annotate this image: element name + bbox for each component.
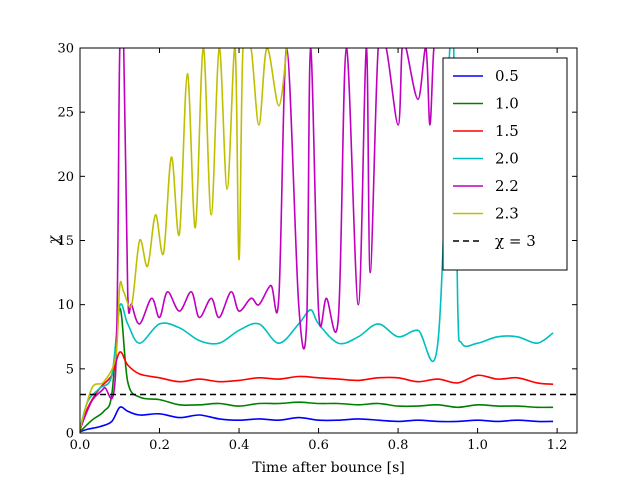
x-tick-label: 0.8 bbox=[388, 438, 409, 453]
legend-label: 1.0 bbox=[495, 95, 519, 113]
x-tick-label: 1.0 bbox=[467, 438, 488, 453]
y-tick-label: 30 bbox=[57, 42, 74, 57]
y-tick-label: 25 bbox=[57, 106, 74, 121]
series-line-2-3 bbox=[80, 48, 288, 430]
legend-label: 2.0 bbox=[495, 150, 519, 168]
series-line-1-0 bbox=[80, 307, 554, 433]
series-line-1-5 bbox=[80, 351, 554, 431]
x-tick-label: 0.2 bbox=[149, 438, 170, 453]
y-tick-label: 0 bbox=[66, 427, 74, 442]
series-line-0-5 bbox=[80, 406, 554, 433]
series-line-2-0 bbox=[80, 48, 554, 430]
legend-label: 2.3 bbox=[495, 205, 519, 223]
legend-label: 2.2 bbox=[495, 177, 519, 195]
x-tick-label: 0.6 bbox=[308, 438, 329, 453]
x-axis-title: Time after bounce [s] bbox=[252, 460, 405, 476]
x-tick-label: 0.0 bbox=[70, 438, 91, 453]
axis-ticks: 0.0 0.2 0.4 0.6 0.8 1.0 1.2 0 5 10 15 20 25 30 bbox=[57, 42, 577, 453]
legend-label: χ = 3 bbox=[495, 232, 536, 250]
x-tick-label: 1.2 bbox=[547, 438, 568, 453]
y-tick-label: 5 bbox=[66, 362, 74, 377]
series-line-2-2 bbox=[80, 48, 439, 430]
y-tick-label: 10 bbox=[57, 298, 74, 313]
y-axis-title: χ bbox=[46, 234, 62, 245]
legend-label: 1.5 bbox=[495, 122, 519, 140]
y-tick-label: 20 bbox=[57, 170, 74, 185]
plot-area bbox=[80, 48, 577, 433]
series-layer bbox=[80, 48, 554, 433]
legend-box bbox=[442, 57, 568, 271]
legend-label: 0.5 bbox=[495, 67, 519, 85]
legend: 0.5 1.0 1.5 2.0 2.2 2.3 χ = 3 bbox=[442, 57, 568, 271]
x-tick-label: 0.4 bbox=[229, 438, 250, 453]
y-tick-label: 15 bbox=[57, 234, 74, 249]
